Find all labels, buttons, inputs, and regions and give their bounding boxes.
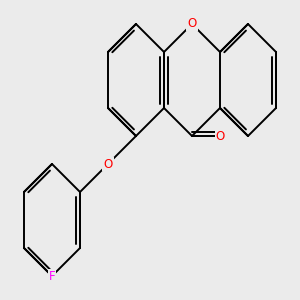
Text: O: O <box>188 17 196 31</box>
Text: O: O <box>215 130 225 142</box>
Text: F: F <box>49 269 55 283</box>
Text: O: O <box>103 158 112 170</box>
